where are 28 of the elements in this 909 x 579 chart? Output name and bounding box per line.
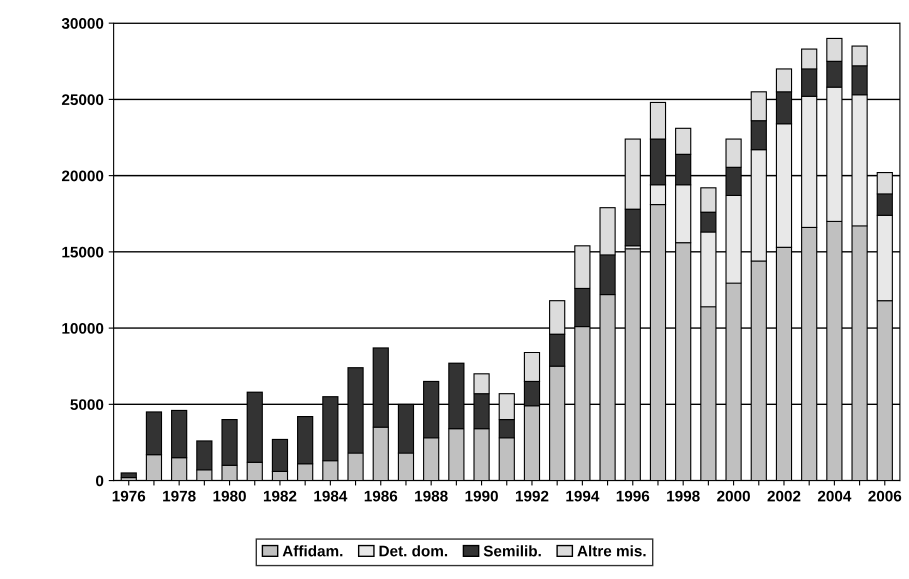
bar xyxy=(120,472,137,478)
y-tick-label: 5000 xyxy=(70,399,104,410)
x-tick-label: 1994 xyxy=(566,490,600,502)
x-tick-label: 2004 xyxy=(818,490,852,502)
x-tick-label: 1992 xyxy=(516,490,548,502)
legend-label: Det. dom. xyxy=(380,545,448,556)
legend-label: Semilib. xyxy=(484,545,541,556)
y-tick-label: 15000 xyxy=(62,246,104,258)
x-tick-label: 1996 xyxy=(616,490,650,502)
legend-label: Altre mis. xyxy=(577,545,646,556)
x-tick-label: 2006 xyxy=(868,490,902,502)
x-tick-label: 2002 xyxy=(768,490,800,502)
x-tick-label: 1990 xyxy=(466,490,498,502)
y-tick-label: 10000 xyxy=(62,322,104,334)
x-tick-label: 2000 xyxy=(717,490,750,502)
x-tick-label: 1984 xyxy=(314,490,348,502)
x-tick-label: 1982 xyxy=(264,490,296,502)
x-tick-label: 1980 xyxy=(214,490,246,502)
x-tick-label: 1988 xyxy=(415,490,448,502)
y-tick-label: 20000 xyxy=(62,170,104,182)
y-tick-label: 25000 xyxy=(62,94,104,106)
y-tick-label: 30000 xyxy=(62,18,104,29)
x-tick-label: 1978 xyxy=(163,490,196,502)
x-tick-label: 1976 xyxy=(112,490,146,502)
legend-label: Affidam. xyxy=(282,545,342,556)
x-tick-label: 1998 xyxy=(667,490,700,502)
y-tick-label: 0 xyxy=(96,475,104,486)
x-tick-label: 1986 xyxy=(364,490,398,502)
